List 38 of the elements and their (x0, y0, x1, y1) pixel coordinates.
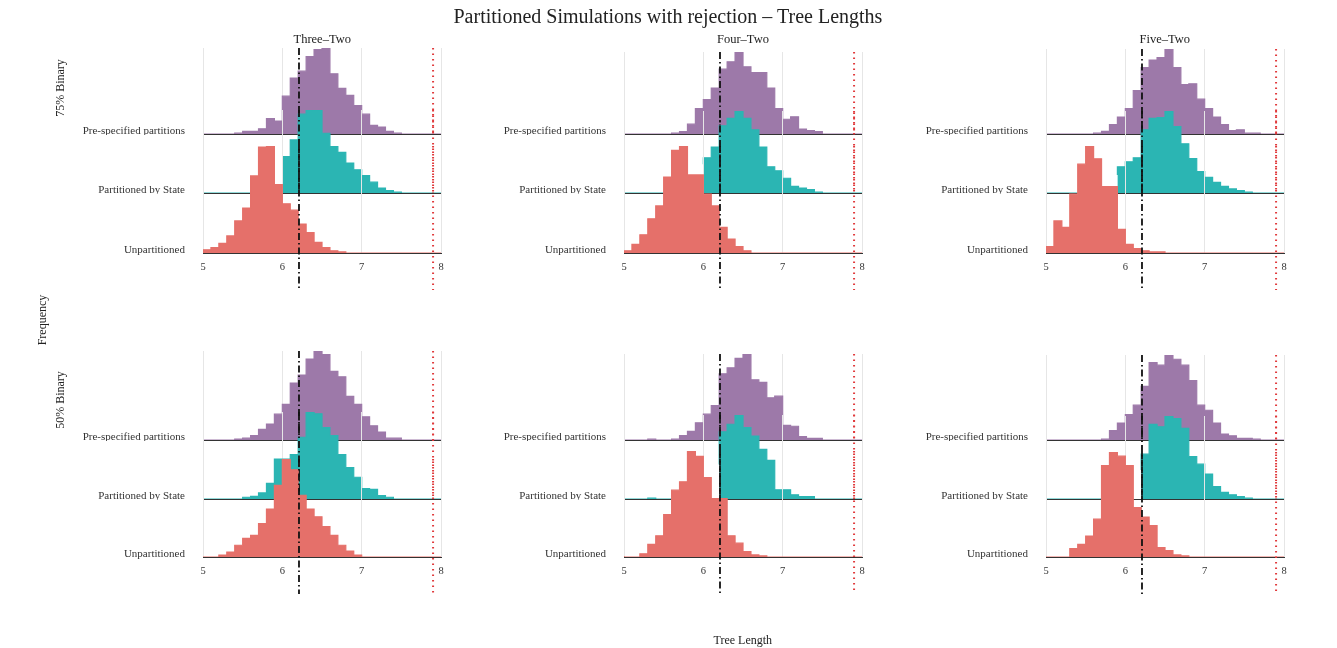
x-tick-label: 6 (279, 564, 285, 576)
x-tick-label: 6 (279, 260, 285, 272)
x-tick-label: 5 (200, 564, 206, 576)
x-tick-label: 8 (438, 564, 444, 576)
x-tick-label: 6 (1122, 260, 1128, 272)
x-tick-label: 5 (621, 564, 627, 576)
chart-title: Four–Two (717, 31, 769, 47)
text: Frequency (34, 294, 50, 346)
series-label: Unpartitioned (966, 546, 1029, 559)
x-tick-label: 7 (1202, 260, 1208, 272)
chart-title: Three–Two (293, 31, 351, 47)
x-tick-label: 7 (359, 564, 365, 576)
y-axis-title: 75% Binary (52, 59, 68, 117)
x-tick-label: 6 (700, 260, 706, 272)
x-tick-label: 8 (859, 564, 865, 576)
series-label: Unpartitioned (123, 546, 186, 559)
x-tick-label: 7 (1202, 564, 1208, 576)
series-label: Unpartitioned (123, 242, 186, 255)
x-tick-label: 7 (359, 260, 365, 272)
series-label: Unpartitioned (544, 546, 607, 559)
x-tick-label: 5 (200, 260, 206, 272)
x-axis-title: Tree Length (713, 632, 773, 648)
x-tick-label: 6 (1122, 564, 1128, 576)
x-tick-label: 5 (621, 260, 627, 272)
series-label: Unpartitioned (544, 242, 607, 255)
x-tick-label: 8 (438, 260, 444, 272)
x-tick-label: 8 (859, 260, 865, 272)
x-tick-label: 7 (780, 260, 786, 272)
y-axis-title: 50% Binary (52, 371, 68, 429)
x-tick-label: 6 (700, 564, 706, 576)
series-label: Unpartitioned (966, 242, 1029, 255)
x-tick-label: 8 (1281, 260, 1287, 272)
x-tick-label: 8 (1281, 564, 1287, 576)
chart-title: Five–Two (1139, 31, 1191, 47)
x-tick-label: 7 (780, 564, 786, 576)
x-tick-label: 5 (1043, 260, 1049, 272)
x-tick-label: 5 (1043, 564, 1049, 576)
text: Partitioned Simulations with rejection – Tree Lengths (453, 5, 883, 28)
